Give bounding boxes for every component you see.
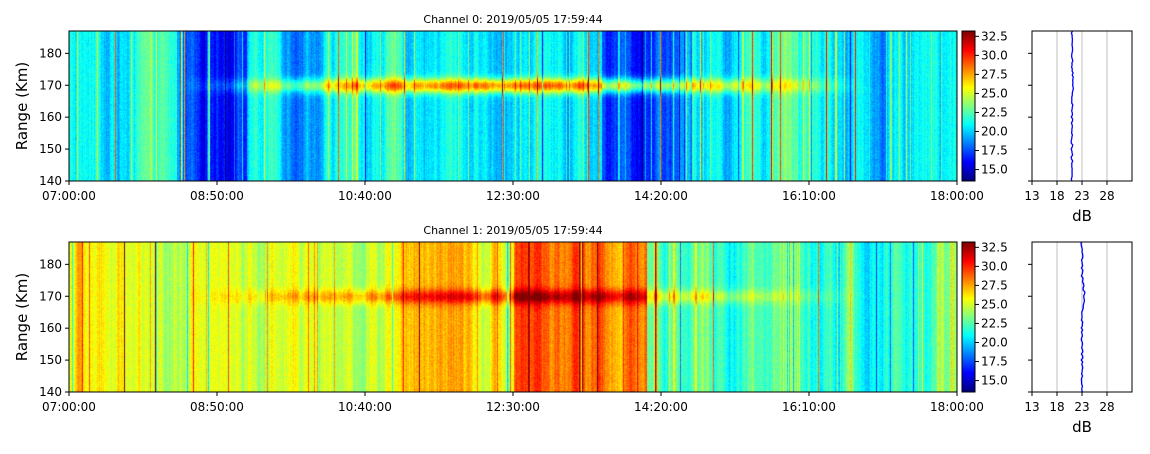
x-tick-label: 08:50:00 bbox=[190, 189, 244, 203]
x-tick-label: 12:30:00 bbox=[486, 189, 540, 203]
y-tick-label: 170 bbox=[39, 78, 62, 92]
profile-x-tick-label: 23 bbox=[1074, 189, 1089, 203]
colorbar-tick-label: 17.5 bbox=[981, 355, 1008, 369]
colorbar-tick-label: 30.0 bbox=[981, 259, 1008, 273]
colorbar-tick-label: 15.0 bbox=[981, 163, 1008, 177]
channel-1-colorbar-frame bbox=[961, 241, 976, 393]
profile-x-tick-label: 28 bbox=[1099, 189, 1114, 203]
colorbar-tick-label: 20.0 bbox=[981, 125, 1008, 139]
channel-0-panel: Channel 0: 2019/05/05 17:59:44 07:00:00 0… bbox=[13, 13, 1133, 225]
x-tick-label: 18:00:00 bbox=[930, 400, 984, 414]
y-tick-label: 180 bbox=[39, 257, 62, 271]
channel-0-heatmap bbox=[69, 31, 957, 181]
channel-1-profile: 13 18 23 28 bbox=[1024, 241, 1133, 414]
channel-1-heatmap bbox=[69, 242, 957, 392]
x-tick-label: 14:20:00 bbox=[634, 189, 688, 203]
colorbar-tick-label: 22.5 bbox=[981, 105, 1008, 119]
profile-x-tick-label: 23 bbox=[1074, 400, 1089, 414]
channel-1-colorbar bbox=[962, 242, 975, 392]
channel-0-profile: 13 18 23 28 bbox=[1024, 30, 1133, 203]
y-tick-label: 160 bbox=[39, 110, 62, 124]
colorbar-tick-label: 15.0 bbox=[981, 374, 1008, 388]
channel-0-ylabel: Range (Km) bbox=[13, 62, 31, 150]
x-tick-label: 16:10:00 bbox=[782, 189, 836, 203]
x-tick-label: 18:00:00 bbox=[930, 189, 984, 203]
channel-0-title: Channel 0: 2019/05/05 17:59:44 bbox=[423, 13, 602, 26]
channel-1-y-ticks: 140 150 160 170 180 bbox=[39, 257, 69, 399]
y-tick-label: 160 bbox=[39, 321, 62, 335]
y-tick-label: 180 bbox=[39, 46, 62, 60]
channel-1-ylabel: Range (Km) bbox=[13, 273, 31, 361]
channel-1-profile-xlabel: dB bbox=[1072, 418, 1092, 436]
profile-line bbox=[1080, 241, 1086, 393]
colorbar-tick-label: 25.0 bbox=[981, 297, 1008, 311]
colorbar-tick-label: 30.0 bbox=[981, 48, 1008, 62]
channel-0-y-ticks: 140 150 160 170 180 bbox=[39, 46, 69, 188]
channel-0-colorbar-ticks: 15.0 17.5 20.0 22.5 25.0 27.5 30.0 32.5 bbox=[975, 29, 1008, 177]
x-tick-label: 10:40:00 bbox=[338, 189, 392, 203]
channel-0-profile-xlabel: dB bbox=[1072, 207, 1092, 225]
channel-0-colorbar bbox=[962, 31, 975, 181]
x-tick-label: 07:00:00 bbox=[42, 189, 96, 203]
x-tick-label: 16:10:00 bbox=[782, 400, 836, 414]
profile-x-tick-label: 18 bbox=[1049, 189, 1064, 203]
colorbar-tick-label: 22.5 bbox=[981, 316, 1008, 330]
colorbar-tick-label: 32.5 bbox=[981, 29, 1008, 43]
colorbar-tick-label: 25.0 bbox=[981, 86, 1008, 100]
channel-0-colorbar-frame bbox=[961, 30, 976, 182]
x-tick-label: 12:30:00 bbox=[486, 400, 540, 414]
profile-line bbox=[1070, 30, 1074, 182]
channel-1-title: Channel 1: 2019/05/05 17:59:44 bbox=[423, 224, 602, 237]
x-tick-label: 14:20:00 bbox=[634, 400, 688, 414]
profile-x-tick-label: 13 bbox=[1024, 400, 1039, 414]
y-tick-label: 150 bbox=[39, 142, 62, 156]
channel-1-colorbar-ticks: 15.0 17.5 20.0 22.5 25.0 27.5 30.0 32.5 bbox=[975, 240, 1008, 388]
y-tick-label: 140 bbox=[39, 385, 62, 399]
profile-frame-top bbox=[1031, 30, 1133, 182]
colorbar-tick-label: 17.5 bbox=[981, 144, 1008, 158]
profile-x-tick-label: 28 bbox=[1099, 400, 1114, 414]
x-tick-label: 08:50:00 bbox=[190, 400, 244, 414]
y-tick-label: 150 bbox=[39, 353, 62, 367]
channel-1-panel: Channel 1: 2019/05/05 17:59:44 07:00:00 0… bbox=[13, 224, 1133, 436]
y-tick-label: 140 bbox=[39, 174, 62, 188]
x-tick-label: 10:40:00 bbox=[338, 400, 392, 414]
channel-1-x-ticks: 07:00:00 08:50:00 10:40:00 12:30:00 14:20:00… bbox=[42, 392, 984, 414]
colorbar-tick-label: 27.5 bbox=[981, 278, 1008, 292]
colorbar-tick-label: 20.0 bbox=[981, 336, 1008, 350]
profile-frame-top bbox=[1031, 241, 1133, 393]
channel-0-x-ticks: 07:00:00 08:50:00 10:40:00 12:30:00 14:20:00… bbox=[42, 181, 984, 203]
colorbar-tick-label: 32.5 bbox=[981, 240, 1008, 254]
y-tick-label: 170 bbox=[39, 289, 62, 303]
profile-x-tick-label: 18 bbox=[1049, 400, 1064, 414]
x-tick-label: 07:00:00 bbox=[42, 400, 96, 414]
colorbar-tick-label: 27.5 bbox=[981, 67, 1008, 81]
profile-x-tick-label: 13 bbox=[1024, 189, 1039, 203]
